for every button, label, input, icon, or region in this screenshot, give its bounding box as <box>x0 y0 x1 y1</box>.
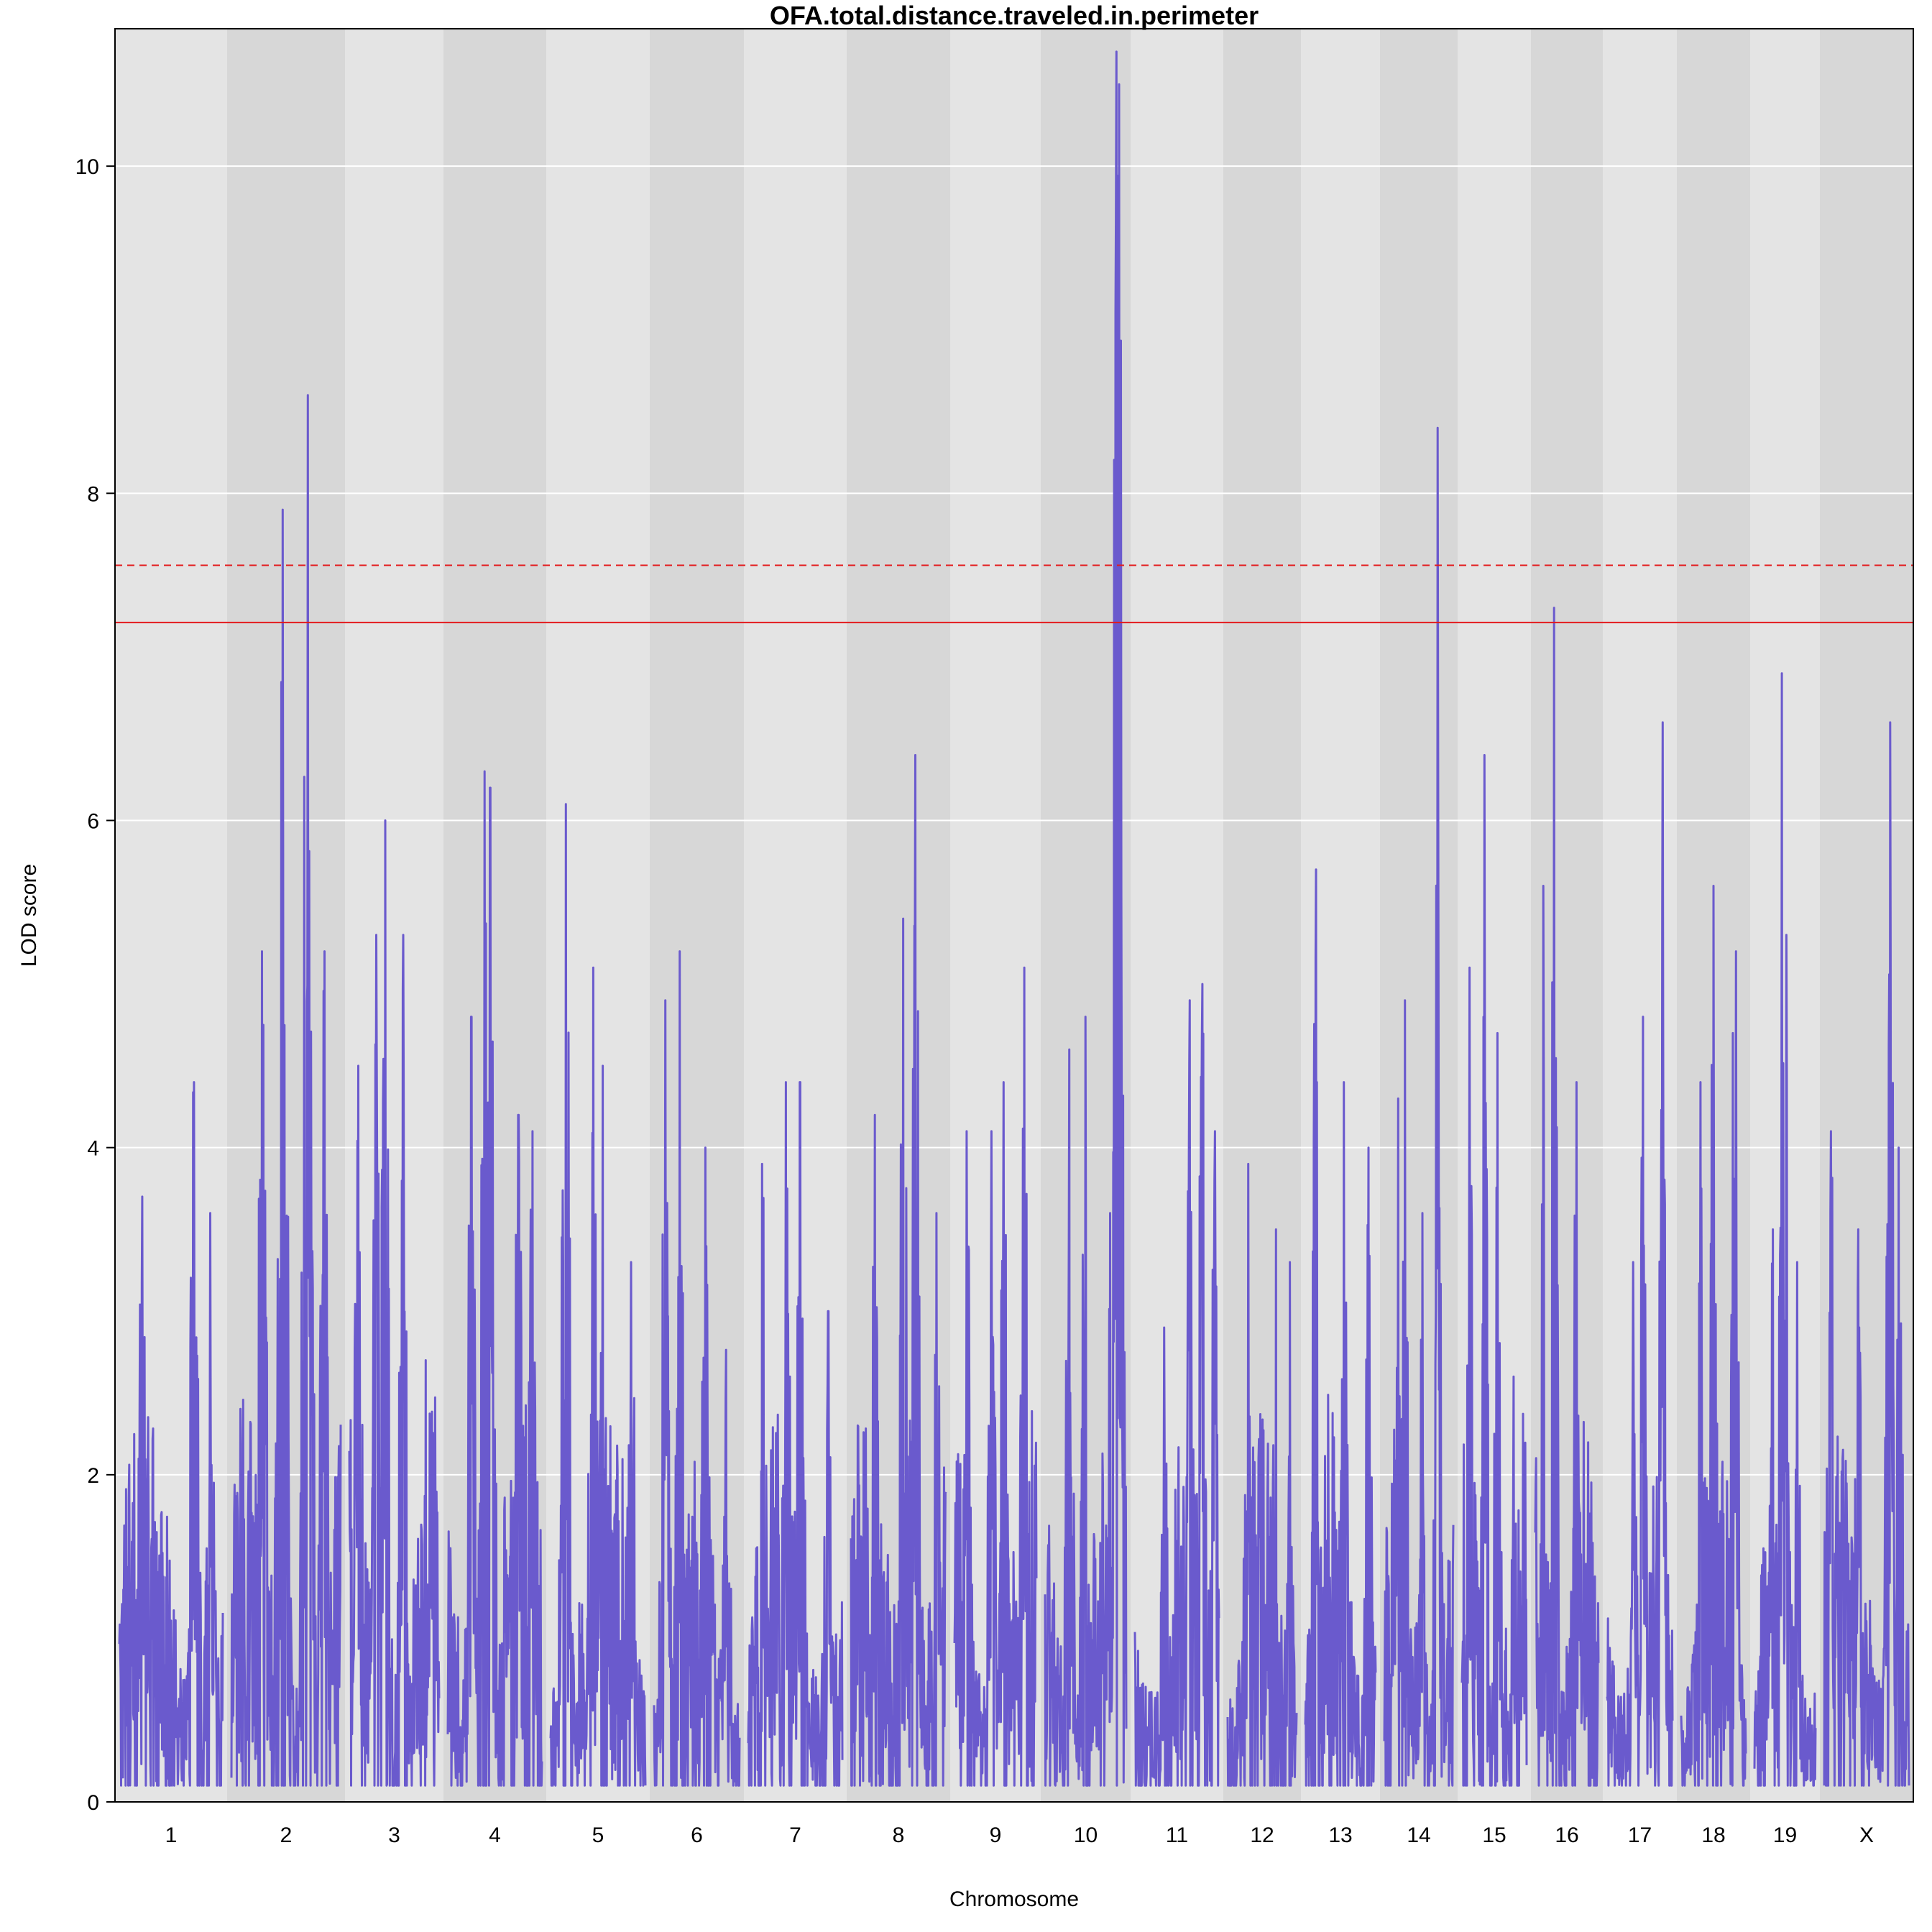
threshold-lines <box>115 564 1913 624</box>
band-chr-6 <box>650 29 744 1802</box>
x-tick-label: 6 <box>691 1823 703 1847</box>
lod-line-chr-4 <box>446 770 543 1787</box>
x-tick-label: 13 <box>1328 1823 1352 1847</box>
lod-line-chr-13 <box>1304 868 1377 1787</box>
x-tick-label: 11 <box>1166 1823 1188 1847</box>
lod-line-chr-15 <box>1460 754 1528 1787</box>
x-tick-label: 10 <box>1074 1823 1098 1847</box>
x-axis-label: Chromosome <box>949 1887 1079 1911</box>
lod-line-chr-11 <box>1133 983 1220 1787</box>
x-tick-label: 12 <box>1250 1823 1274 1847</box>
x-tick-label: 15 <box>1482 1823 1506 1847</box>
x-tick-label: 5 <box>592 1823 604 1847</box>
x-tick-label: 4 <box>489 1823 501 1847</box>
x-tick-label: 19 <box>1773 1823 1797 1847</box>
lod-line-chr-X <box>1823 721 1910 1787</box>
x-tick-label: 18 <box>1701 1823 1725 1847</box>
y-tick-label: 4 <box>87 1137 99 1161</box>
x-tick-label: 9 <box>990 1823 1002 1847</box>
x-tick-label: 16 <box>1555 1823 1578 1847</box>
y-tick-label: 10 <box>75 155 99 179</box>
x-tick-label: 7 <box>789 1823 801 1847</box>
x-axis: 1 2 3 4 5 6 7 8 9 10 11 12 13 14 15 16 17 18 19 X <box>165 1823 1874 1847</box>
lod-line-chr-6 <box>653 950 741 1787</box>
plot-frame <box>114 28 1914 1803</box>
lod-line-chr-1 <box>118 1081 224 1787</box>
chart-title: OFA.total.distance.traveled.in.perimeter <box>770 1 1259 30</box>
y-axis-label: LOD score <box>17 864 41 967</box>
lod-line-chr-7 <box>747 1081 844 1787</box>
x-tick-label: 3 <box>388 1823 400 1847</box>
lod-line-chr-9 <box>953 966 1038 1787</box>
y-tick-label: 2 <box>87 1464 99 1488</box>
y-axis: 0 2 4 6 8 10 <box>75 155 115 1815</box>
lod-line-chr-16 <box>1534 607 1600 1787</box>
x-tick-label: 8 <box>893 1823 905 1847</box>
lod-line-chr-5 <box>549 803 647 1787</box>
x-tick-label: 1 <box>165 1823 178 1847</box>
lod-line-chr-18 <box>1680 885 1747 1787</box>
x-tick-label: 2 <box>280 1823 293 1847</box>
lod-line-chr-3 <box>348 819 441 1787</box>
y-tick-label: 8 <box>87 482 99 506</box>
lod-line-chr-12 <box>1226 1162 1298 1787</box>
lod-line-chr-10 <box>1044 50 1128 1787</box>
lod-line-chr-14 <box>1383 426 1455 1787</box>
x-tick-label: X <box>1859 1823 1874 1847</box>
lod-line-chr-8 <box>850 754 947 1787</box>
x-tick-label: 17 <box>1628 1823 1652 1847</box>
lod-line-chr-19 <box>1753 672 1817 1787</box>
band-chr-11 <box>1131 29 1223 1802</box>
lod-line-chr-17 <box>1606 721 1674 1787</box>
x-tick-label: 14 <box>1407 1823 1430 1847</box>
lod-series <box>118 50 1910 1787</box>
y-tick-label: 0 <box>87 1791 99 1815</box>
y-tick-label: 6 <box>87 810 99 834</box>
lod-line-chr-2 <box>230 394 342 1787</box>
